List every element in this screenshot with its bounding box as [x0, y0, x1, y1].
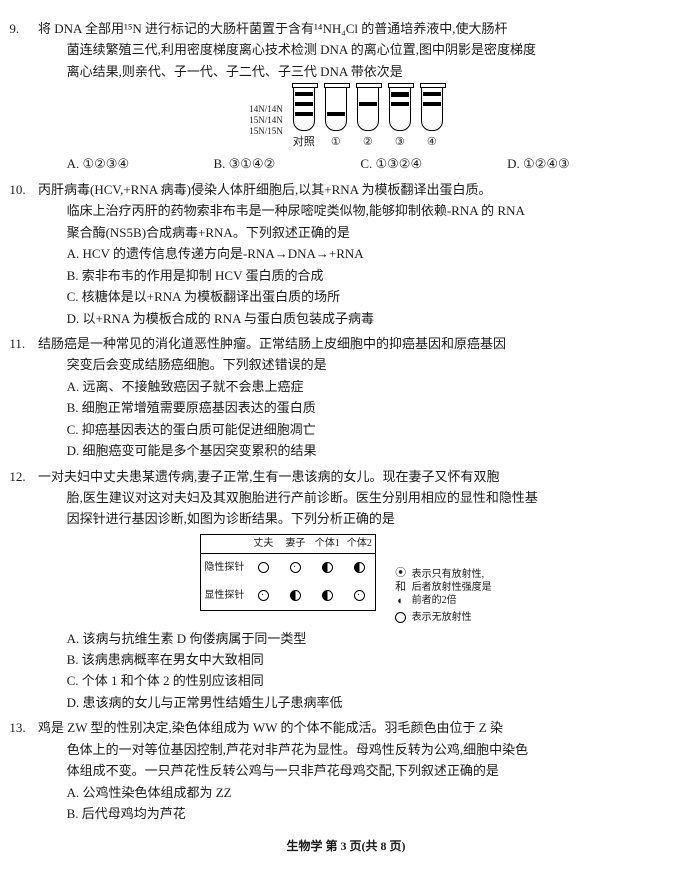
cell-r3 [311, 554, 343, 582]
question-12: 12.一对夫妇中丈夫患某遗传病,妻子正常,生有一患该病的女儿。现在妻子又怀有双胞… [38, 466, 654, 714]
question-9: 9.将 DNA 全部用¹⁵N 进行标记的大肠杆菌置于含有¹⁴NH₄Cl 的普通培… [38, 18, 654, 175]
q9-stem-line1: 9.将 DNA 全部用¹⁵N 进行标记的大肠杆菌置于含有¹⁴NH₄Cl 的普通培… [38, 18, 654, 39]
q11-text2: 突变后会变成结肠癌细胞。下列叙述错误的是 [38, 354, 654, 375]
tube-4: ④ [421, 86, 443, 151]
q12-opt-b: B. 该病患病概率在男女中大致相同 [38, 649, 654, 670]
legend-sym-open [394, 612, 408, 623]
q13-text3: 体组成不变。一只芦花性反转公鸡与一只非芦花母鸡交配,下列叙述正确的是 [38, 760, 654, 781]
tube-label-2: ② [357, 133, 379, 151]
probe-table: 丈夫 妻子 个体1 个体2 隐性探针 显性探针 [200, 534, 376, 611]
hdr-ind1: 个体1 [311, 535, 343, 553]
tube-1: ① [325, 86, 347, 151]
row-dominant: 显性探针 [201, 582, 247, 610]
q12-opt-d: D. 患该病的女儿与正常男性结婚生儿子患病率低 [38, 692, 654, 713]
exam-page: 9.将 DNA 全部用¹⁵N 进行标记的大肠杆菌置于含有¹⁴NH₄Cl 的普通培… [0, 0, 692, 866]
q11-opt-b: B. 细胞正常增殖需要原癌基因表达的蛋白质 [38, 397, 654, 418]
tube-label-1: ① [325, 133, 347, 151]
q12-opt-c: C. 个体 1 和个体 2 的性别应该相同 [38, 670, 654, 691]
q9-figure: 14N/14N 15N/14N 15N/15N 对照 [38, 86, 654, 151]
q9-text2: 菌连续繁殖三代,利用密度梯度离心技术检测 DNA 的离心位置,图中阴影是密度梯度 [38, 39, 654, 60]
q9-opt-c: C. ①③②④ [360, 153, 507, 174]
tube-3: ③ [389, 86, 411, 151]
q9-text3: 离心结果,则亲代、子一代、子二代、子三代 DNA 带依次是 [38, 61, 654, 82]
cell-r4 [343, 554, 375, 582]
q10-opt-d: D. 以+RNA 为模板合成的 RNA 与蛋白质包装成子病毒 [38, 308, 654, 329]
cell-d4 [343, 582, 375, 610]
label-15n15n: 15N/15N [249, 126, 283, 137]
q12-text3: 因探针进行基因诊断,如图为诊断结果。下列分析正确的是 [38, 508, 654, 529]
cell-d2 [279, 582, 311, 610]
q10-opt-b: B. 索非布韦的作用是抑制 HCV 蛋白质的合成 [38, 265, 654, 286]
row-recessive: 隐性探针 [201, 554, 247, 582]
question-11: 11.结肠癌是一种常见的消化道恶性肿瘤。正常结肠上皮细胞中的抑癌基因和原癌基因 … [38, 333, 654, 462]
q12-figure: 丈夫 妻子 个体1 个体2 隐性探针 显性探针 [38, 534, 654, 626]
q9-opt-b: B. ③①④② [213, 153, 360, 174]
q11-opt-a: A. 远离、不接触致癌因子就不会患上癌症 [38, 376, 654, 397]
q13-text1: 鸡是 ZW 型的性别决定,染色体组成为 WW 的个体不能成活。羽毛颜色由位于 Z… [38, 720, 503, 735]
q10-text1: 丙肝病毒(HCV,+RNA 病毒)侵染人体肝细胞后,以其+RNA 为模板翻译出蛋… [38, 182, 492, 197]
q13-opt-a: A. 公鸡性染色体组成都为 ZZ [38, 782, 654, 803]
label-15n14n: 15N/14N [249, 115, 283, 126]
tube-label-3: ③ [389, 133, 411, 151]
q10-text3: 聚合酶(NS5B)合成病毒+RNA。下列叙述正确的是 [38, 222, 654, 243]
q13-text2: 色体上的一对等位基因控制,芦花对非芦花为显性。母鸡性反转为公鸡,细胞中染色 [38, 739, 654, 760]
tube-axis-labels: 14N/14N 15N/14N 15N/15N [249, 104, 283, 151]
legend-sym-filled: ⦿和 ◐ [394, 566, 408, 609]
q10-text2: 临床上治疗丙肝的药物索非布韦是一种尿嘧啶类似物,能够抑制依赖-RNA 的 RNA [38, 200, 654, 221]
question-13: 13.鸡是 ZW 型的性别决定,染色体组成为 WW 的个体不能成活。羽毛颜色由位… [38, 717, 654, 824]
hdr-ind2: 个体2 [343, 535, 375, 553]
legend-text-1c: 前者的2倍 [412, 595, 457, 606]
tube-2: ② [357, 86, 379, 151]
q9-opt-a: A. ①②③④ [67, 153, 214, 174]
hdr-husband: 丈夫 [247, 535, 279, 553]
cell-r2 [279, 554, 311, 582]
q9-options: A. ①②③④ B. ③①④② C. ①③②④ D. ①②④③ [38, 153, 654, 174]
legend-text-1a: 表示只有放射性, [412, 569, 485, 580]
tube-label-4: ④ [421, 133, 443, 151]
q12-opt-a: A. 该病与抗维生素 D 佝偻病属于同一类型 [38, 628, 654, 649]
cell-d1 [247, 582, 279, 610]
tube-control: 对照 [293, 86, 315, 151]
label-14n14n: 14N/14N [249, 104, 283, 115]
q10-opt-a: A. HCV 的遗传信息传递方向是-RNA→DNA→+RNA [38, 243, 654, 264]
q12-legend: ⦿和 ◐ 表示只有放射性, 后者放射性强度是 前者的2倍 表示无放射性 [394, 564, 492, 626]
q10-opt-c: C. 核糖体是以+RNA 为模板翻译出蛋白质的场所 [38, 286, 654, 307]
q12-text2: 胎,医生建议对这对夫妇及其双胞胎进行产前诊断。医生分别用相应的显性和隐性基 [38, 487, 654, 508]
q11-opt-d: D. 细胞癌变可能是多个基因突变累积的结果 [38, 440, 654, 461]
page-footer: 生物学 第 3 页(共 8 页) [38, 837, 654, 857]
q9-text1: 将 DNA 全部用¹⁵N 进行标记的大肠杆菌置于含有¹⁴NH₄Cl 的普通培养液… [38, 21, 508, 36]
hdr-blank [201, 535, 247, 553]
legend-text-2: 表示无放射性 [412, 611, 472, 624]
legend-row-2: 表示无放射性 [394, 611, 492, 624]
cell-r1 [247, 554, 279, 582]
tube-label-control: 对照 [293, 133, 315, 151]
hdr-wife: 妻子 [279, 535, 311, 553]
cell-d3 [311, 582, 343, 610]
q11-text1: 结肠癌是一种常见的消化道恶性肿瘤。正常结肠上皮细胞中的抑癌基因和原癌基因 [38, 336, 506, 351]
q12-text1: 一对夫妇中丈夫患某遗传病,妻子正常,生有一患该病的女儿。现在妻子又怀有双胞 [38, 469, 500, 484]
legend-text-1b: 后者放射性强度是 [412, 582, 492, 593]
q11-opt-c: C. 抑癌基因表达的蛋白质可能促进细胞凋亡 [38, 419, 654, 440]
q9-opt-d: D. ①②④③ [507, 153, 654, 174]
question-10: 10.丙肝病毒(HCV,+RNA 病毒)侵染人体肝细胞后,以其+RNA 为模板翻… [38, 179, 654, 329]
legend-row-1: ⦿和 ◐ 表示只有放射性, 后者放射性强度是 前者的2倍 [394, 566, 492, 609]
q13-opt-b: B. 后代母鸡均为芦花 [38, 803, 654, 824]
